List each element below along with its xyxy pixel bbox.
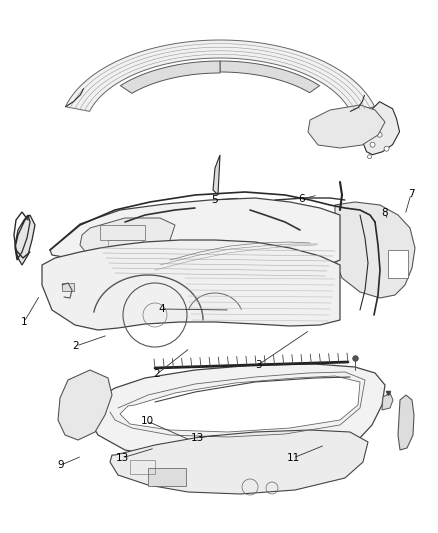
Text: 11: 11 xyxy=(286,453,300,463)
Text: 6: 6 xyxy=(299,194,305,204)
Text: 2: 2 xyxy=(154,369,160,379)
Polygon shape xyxy=(220,61,320,93)
Bar xyxy=(108,240,143,250)
Text: 13: 13 xyxy=(115,453,129,463)
Text: 3: 3 xyxy=(254,360,261,370)
Polygon shape xyxy=(110,430,368,494)
Circle shape xyxy=(377,132,382,137)
Text: 13: 13 xyxy=(191,433,204,443)
Polygon shape xyxy=(120,61,220,93)
Bar xyxy=(388,250,408,278)
Circle shape xyxy=(370,142,375,147)
Polygon shape xyxy=(213,155,220,195)
Polygon shape xyxy=(120,376,360,432)
Polygon shape xyxy=(88,364,385,460)
Polygon shape xyxy=(80,218,175,260)
Text: 10: 10 xyxy=(141,416,154,426)
Text: 1: 1 xyxy=(21,317,27,327)
Polygon shape xyxy=(382,393,393,410)
Circle shape xyxy=(384,146,389,151)
Polygon shape xyxy=(42,240,340,330)
Text: 7: 7 xyxy=(408,189,414,199)
Polygon shape xyxy=(15,215,35,265)
Polygon shape xyxy=(398,395,414,450)
Polygon shape xyxy=(308,105,385,148)
Polygon shape xyxy=(65,40,374,111)
Circle shape xyxy=(367,155,371,159)
Text: 8: 8 xyxy=(381,208,389,218)
Polygon shape xyxy=(335,202,415,298)
Polygon shape xyxy=(50,198,340,275)
Text: 9: 9 xyxy=(58,460,64,470)
Polygon shape xyxy=(58,370,112,440)
Bar xyxy=(148,468,186,486)
Polygon shape xyxy=(363,102,399,155)
Text: 4: 4 xyxy=(159,304,165,314)
Bar xyxy=(100,225,145,240)
Bar xyxy=(130,460,155,474)
Bar xyxy=(62,283,74,291)
Text: 2: 2 xyxy=(73,341,79,351)
Text: 5: 5 xyxy=(211,195,217,205)
